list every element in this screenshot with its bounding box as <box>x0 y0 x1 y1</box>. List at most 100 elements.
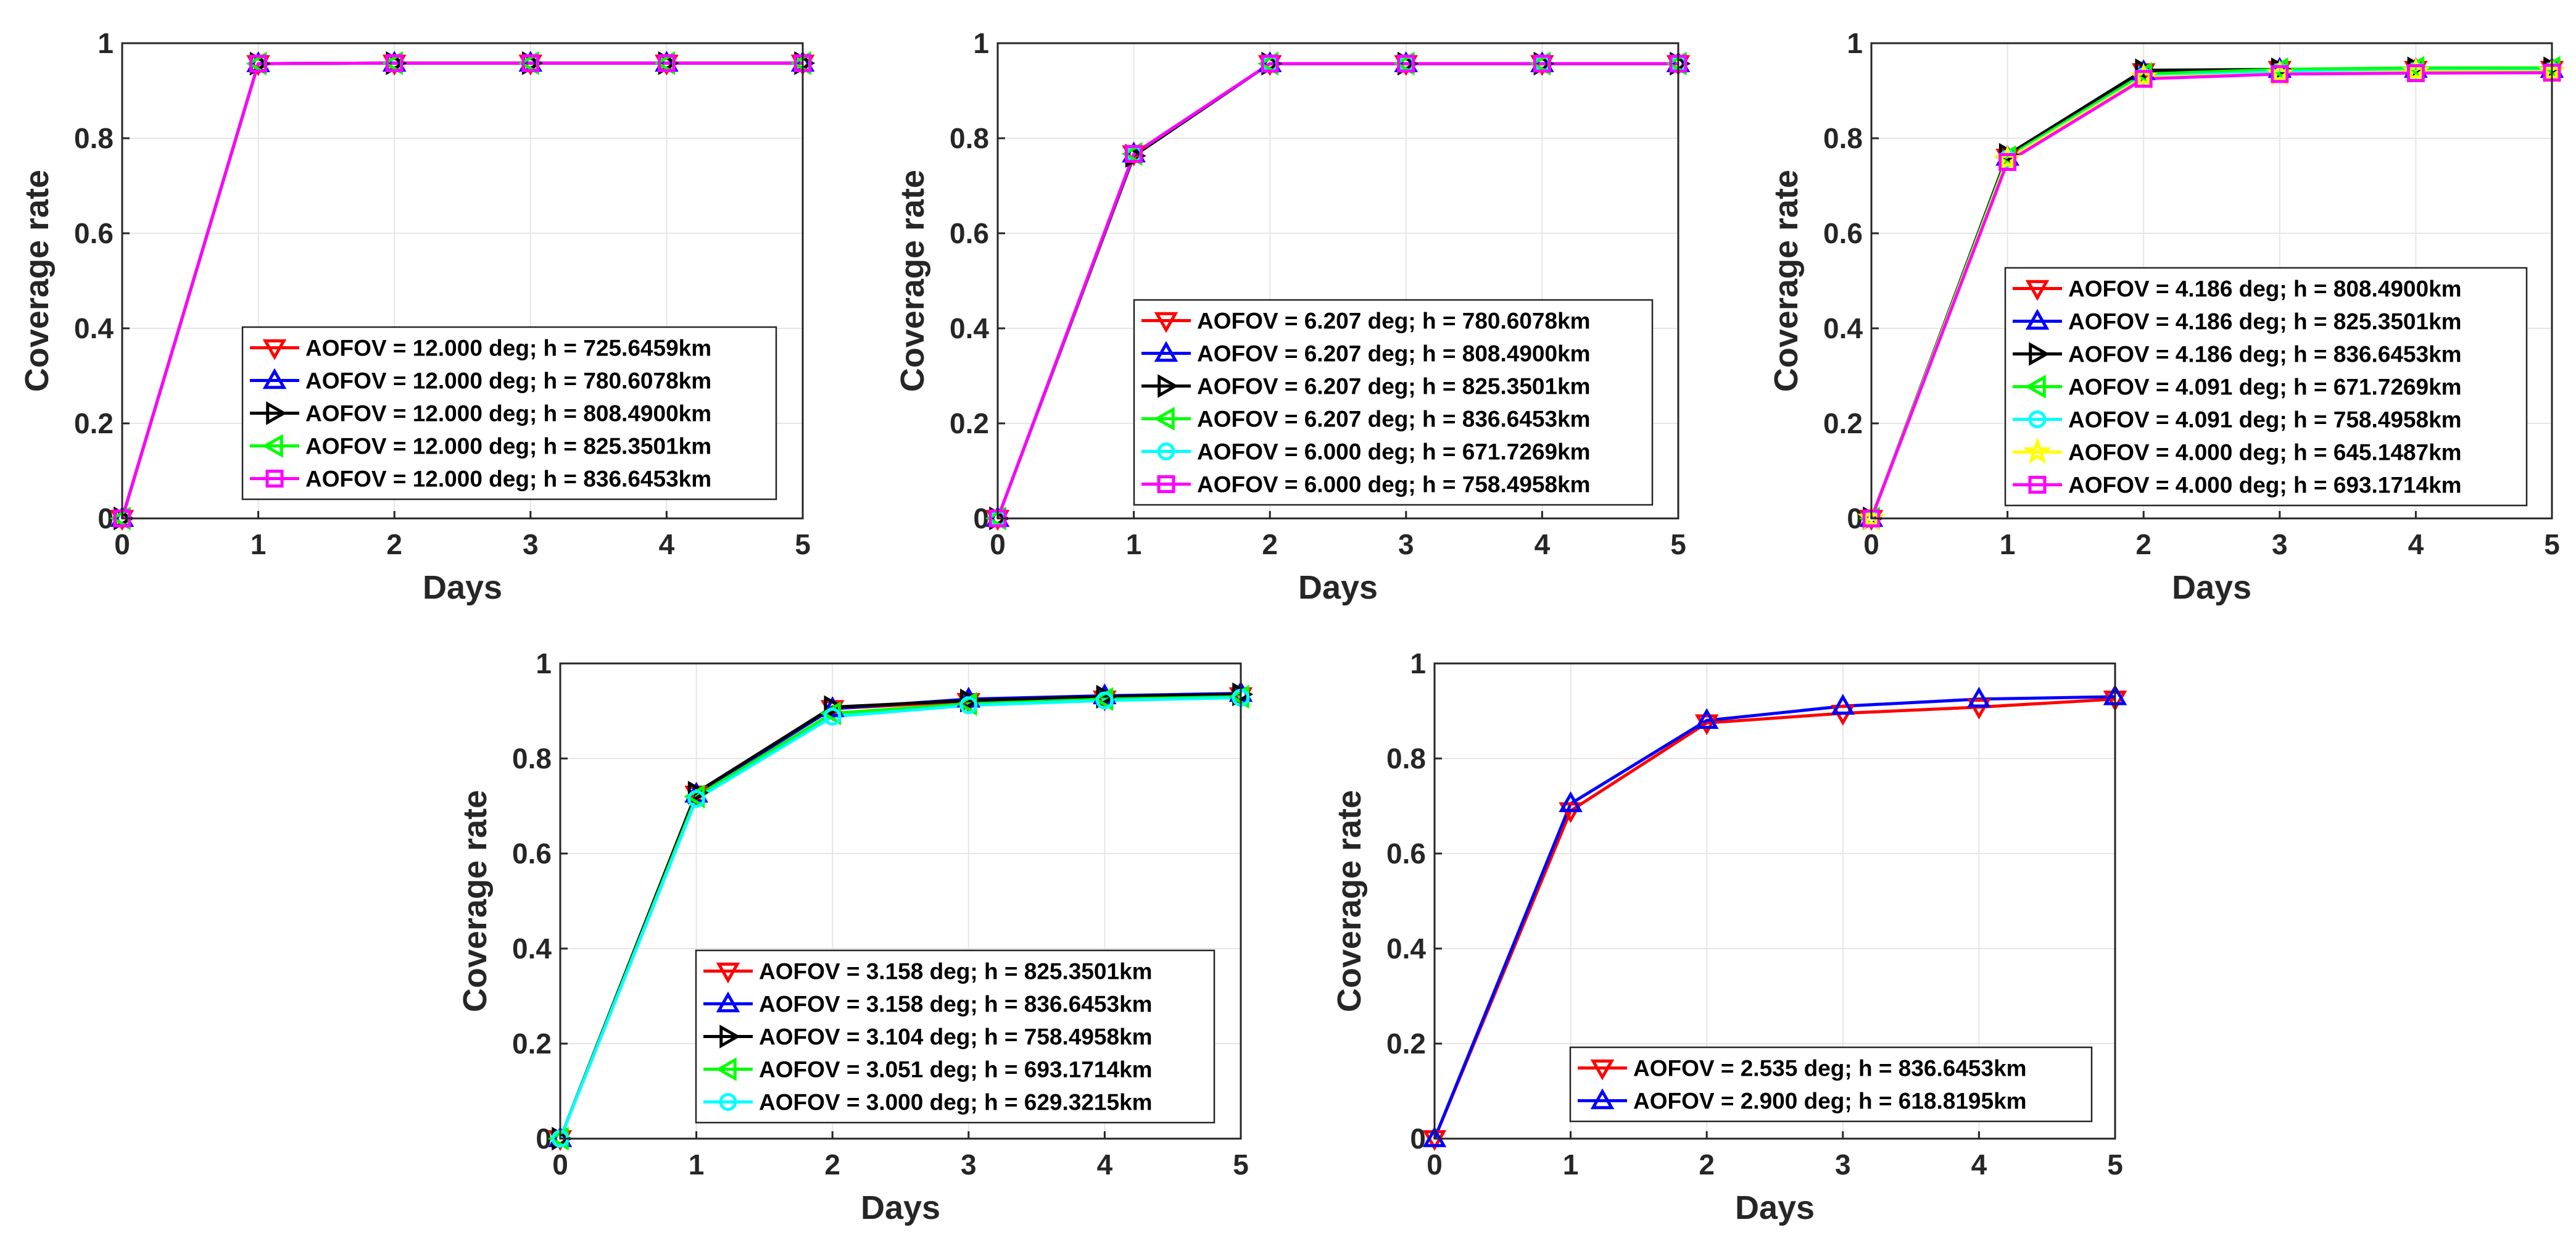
legend-entry: AOFOV = 4.091 deg; h = 671.7269km <box>2068 375 2462 400</box>
legend-entry: AOFOV = 2.900 deg; h = 618.8195km <box>1633 1089 2027 1114</box>
series-line-7 <box>1870 71 2553 519</box>
y-tick-label: 0.2 <box>512 1028 552 1060</box>
x-tick-label: 1 <box>689 1149 705 1181</box>
legend-entry: AOFOV = 12.000 deg; h = 836.6453km <box>305 467 711 492</box>
y-axis-label: Coverage rate <box>457 790 494 1012</box>
series-line-5 <box>120 61 803 519</box>
legend-marker <box>1153 407 1175 431</box>
x-tick-label: 4 <box>2408 528 2424 560</box>
y-tick-label: 0.6 <box>74 217 114 249</box>
legend-box <box>241 326 777 501</box>
data-point-marker <box>687 789 706 808</box>
legend-marker <box>2025 280 2050 301</box>
x-tick-label: 3 <box>961 1149 977 1181</box>
y-tick-label: 0.6 <box>1386 837 1426 870</box>
legend-entry: AOFOV = 3.000 deg; h = 629.3215km <box>759 1090 1153 1115</box>
x-tick-label: 3 <box>1835 1149 1851 1181</box>
legend-marker <box>1590 1059 1615 1081</box>
y-tick-label: 1 <box>97 27 114 59</box>
y-tick-label: 0.4 <box>74 312 114 344</box>
legend-marker <box>716 991 740 1013</box>
y-tick-label: 0.6 <box>512 837 552 870</box>
legend: AOFOV = 2.535 deg; h = 836.6453km AOFOV =… <box>1569 1046 2093 1123</box>
y-axis-label: Coverage rate <box>1768 170 1805 392</box>
x-tick-label: 4 <box>1971 1149 1987 1181</box>
legend-entry: AOFOV = 12.000 deg; h = 808.4900km <box>305 401 711 426</box>
data-point-marker <box>1422 1126 1447 1147</box>
x-tick-label: 4 <box>659 528 675 560</box>
x-tick-label: 2 <box>386 528 402 560</box>
data-point-marker <box>249 54 268 73</box>
data-point-marker <box>824 695 845 720</box>
x-tick-label: 1 <box>1563 1149 1579 1181</box>
legend-entry: AOFOV = 12.000 deg; h = 825.3501km <box>305 434 711 459</box>
data-point-marker <box>2543 64 2561 82</box>
y-tick-label: 1 <box>973 27 989 59</box>
axes-frame <box>1433 662 2116 1140</box>
y-tick-label: 0.8 <box>74 122 114 154</box>
x-axis-label: Days <box>423 569 502 606</box>
legend-marker <box>719 1024 741 1049</box>
data-point-marker <box>820 696 845 717</box>
x-tick-label: 1 <box>1126 528 1142 560</box>
x-tick-label: 0 <box>114 528 130 560</box>
y-axis-label: Coverage rate <box>19 170 56 392</box>
data-point-marker <box>657 54 676 72</box>
y-tick-label: 0.6 <box>950 217 989 249</box>
x-tick-label: 0 <box>1863 528 1879 560</box>
legend-marker <box>265 470 284 488</box>
y-tick-label: 1 <box>1847 27 1863 59</box>
legend-marker <box>716 962 740 984</box>
legend-entry: AOFOV = 6.207 deg; h = 836.6453km <box>1197 407 1591 432</box>
y-tick-label: 0.4 <box>1823 312 1863 344</box>
legend: AOFOV = 4.186 deg; h = 808.4900km AOFOV =… <box>2004 267 2528 507</box>
y-tick-label: 0.6 <box>1823 217 1863 249</box>
x-tick-label: 5 <box>2107 1149 2123 1181</box>
legend-entry: AOFOV = 3.158 deg; h = 836.6453km <box>759 992 1153 1017</box>
legend-entry: AOFOV = 12.000 deg; h = 780.6078km <box>305 368 711 394</box>
axes-frame <box>121 42 804 520</box>
y-tick-label: 0.4 <box>1386 933 1426 965</box>
y-tick-label: 0.2 <box>74 407 114 439</box>
x-axis-label: Days <box>2172 569 2251 606</box>
data-point-marker <box>521 54 540 72</box>
legend-marker <box>2028 476 2047 494</box>
data-point-marker <box>1669 54 1688 73</box>
y-tick-label: 0.8 <box>950 122 989 154</box>
legend-marker <box>1157 475 1175 493</box>
legend-entry: AOFOV = 3.104 deg; h = 758.4958km <box>759 1024 1153 1050</box>
legend-box <box>1569 1046 2093 1123</box>
legend-entry: AOFOV = 4.091 deg; h = 758.4958km <box>2068 407 2462 433</box>
series-line-6 <box>996 62 1678 519</box>
data-point-marker <box>1095 691 1114 710</box>
x-tick-label: 0 <box>1427 1149 1443 1181</box>
x-axis-label: Days <box>1298 569 1378 606</box>
data-point-marker <box>1967 686 1991 708</box>
data-point-marker <box>1125 144 1143 163</box>
x-tick-label: 0 <box>552 1149 568 1181</box>
y-tick-label: 0.8 <box>1386 742 1426 775</box>
legend-entry: AOFOV = 6.207 deg; h = 780.6078km <box>1197 309 1591 334</box>
series-line-1 <box>1433 697 2116 1139</box>
data-point-marker <box>988 509 1007 528</box>
y-tick-label: 0.2 <box>1386 1028 1426 1060</box>
axes-frame <box>996 42 1679 520</box>
legend-marker <box>2023 437 2052 464</box>
series-line-5 <box>558 696 1241 1139</box>
legend: AOFOV = 6.207 deg; h = 780.6078km AOFOV =… <box>1133 299 1654 506</box>
legend-entry: AOFOV = 4.000 deg; h = 693.1714km <box>2068 473 2462 498</box>
y-tick-label: 0 <box>1410 1123 1426 1155</box>
legend-box <box>1133 299 1654 506</box>
legend-entry: AOFOV = 4.000 deg; h = 645.1487km <box>2068 440 2462 465</box>
legend-marker <box>1157 443 1175 460</box>
legend-entry: AOFOV = 6.000 deg; h = 758.4958km <box>1197 472 1591 497</box>
x-tick-label: 3 <box>523 528 539 560</box>
x-tick-label: 3 <box>2272 528 2288 560</box>
legend-marker <box>262 339 287 360</box>
legend-marker <box>1158 374 1179 398</box>
y-tick-label: 0.2 <box>1823 407 1863 439</box>
